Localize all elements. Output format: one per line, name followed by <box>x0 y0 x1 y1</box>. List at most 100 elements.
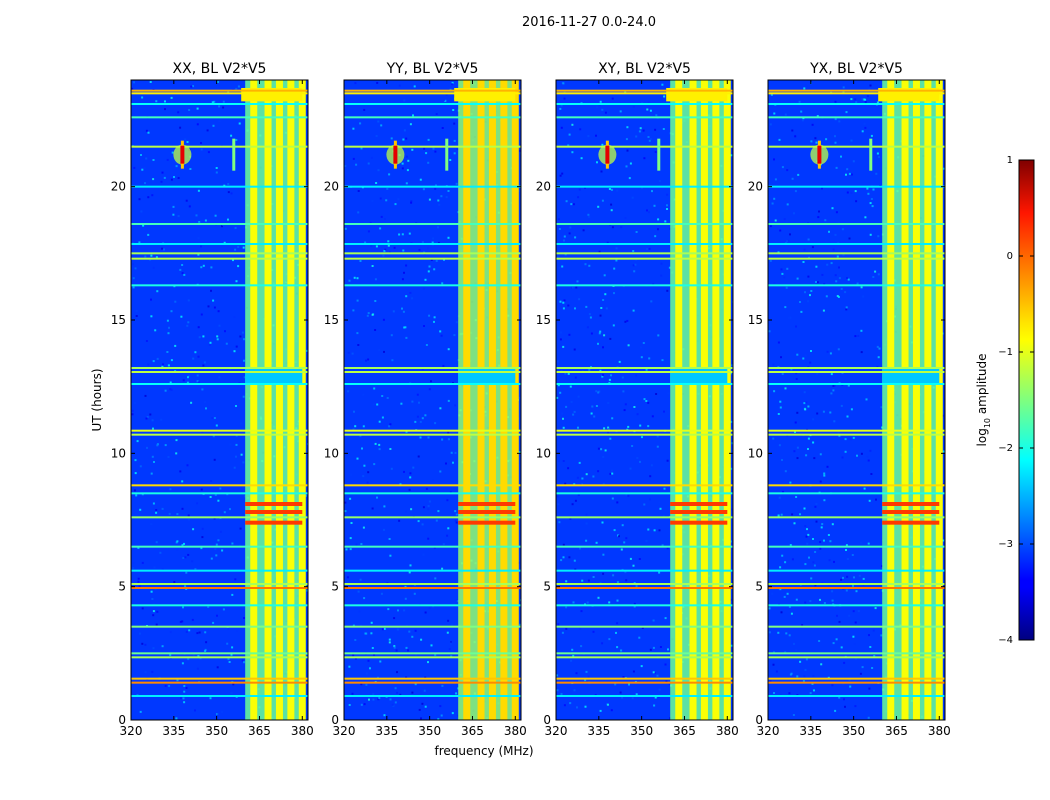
transient-core <box>605 145 610 164</box>
x-axis-label: frequency (MHz) <box>434 744 533 758</box>
broadband-line <box>768 516 945 519</box>
noise-pixel <box>376 496 378 499</box>
noise-pixel <box>434 577 437 580</box>
noise-pixel <box>351 352 354 355</box>
noise-pixel <box>391 703 394 706</box>
noise-pixel <box>779 229 782 232</box>
noise-pixel <box>624 403 627 406</box>
noise-pixel <box>151 670 154 673</box>
noise-pixel <box>779 406 782 409</box>
noise-pixel <box>800 110 803 113</box>
broadband-line <box>768 145 945 148</box>
noise-pixel <box>845 306 848 309</box>
rfi-band-gap <box>670 368 728 384</box>
noise-pixel <box>588 313 591 316</box>
noise-pixel <box>663 410 665 413</box>
noise-pixel <box>215 543 218 546</box>
noise-pixel <box>880 634 883 637</box>
noise-pixel <box>597 470 600 473</box>
noise-pixel <box>359 260 362 262</box>
noise-pixel <box>167 456 170 458</box>
noise-pixel <box>187 376 189 379</box>
noise-pixel <box>874 270 877 273</box>
noise-pixel <box>230 692 233 694</box>
noise-pixel <box>591 330 594 333</box>
noise-pixel <box>607 426 610 429</box>
noise-pixel <box>196 123 199 126</box>
noise-pixel <box>218 105 221 108</box>
noise-pixel <box>561 412 564 415</box>
noise-pixel <box>388 173 391 176</box>
noise-pixel <box>161 568 164 571</box>
broadband-line <box>556 433 733 436</box>
broadband-line <box>344 145 521 148</box>
noise-pixel <box>190 85 193 88</box>
broadband-line <box>344 92 521 95</box>
noise-pixel <box>169 488 172 491</box>
noise-pixel <box>786 267 789 270</box>
noise-pixel <box>170 359 173 362</box>
noise-pixel <box>812 675 815 677</box>
noise-pixel <box>369 667 371 670</box>
noise-pixel <box>627 494 630 497</box>
noise-pixel <box>768 330 771 333</box>
noise-pixel <box>211 101 214 104</box>
noise-pixel <box>852 635 855 638</box>
noise-pixel <box>602 299 605 301</box>
broadband-line <box>768 185 945 188</box>
noise-pixel <box>603 427 606 430</box>
x-tick-label: 380 <box>504 724 527 738</box>
noise-pixel <box>568 556 571 559</box>
noise-pixel <box>131 413 134 416</box>
noise-pixel <box>218 324 221 327</box>
noise-pixel <box>578 298 581 301</box>
noise-pixel <box>176 513 179 516</box>
noise-pixel <box>204 650 207 652</box>
noise-pixel <box>586 601 589 604</box>
panel-frame <box>130 79 309 721</box>
noise-pixel <box>196 667 199 670</box>
broadband-line <box>344 625 521 628</box>
noise-pixel <box>242 395 245 398</box>
broadband-line <box>131 625 308 628</box>
noise-pixel <box>835 211 838 214</box>
noise-pixel <box>137 580 140 583</box>
noise-pixel <box>809 692 812 695</box>
noise-pixel <box>403 99 406 102</box>
noise-pixel <box>353 410 355 413</box>
noise-pixel <box>563 704 566 707</box>
broadband-line <box>768 89 945 92</box>
noise-pixel <box>150 254 153 257</box>
noise-pixel <box>410 201 413 204</box>
x-tick-label: 320 <box>120 724 143 738</box>
broadband-line <box>344 223 521 225</box>
noise-pixel <box>441 282 444 285</box>
broadband-line <box>768 433 945 436</box>
noise-pixel <box>557 503 560 506</box>
noise-pixel <box>423 147 426 150</box>
noise-pixel <box>581 579 584 582</box>
y-tick-label: 5 <box>755 580 763 594</box>
noise-pixel <box>434 422 437 425</box>
noise-pixel <box>379 197 382 200</box>
noise-pixel <box>585 522 588 525</box>
noise-pixel <box>138 373 141 376</box>
noise-pixel <box>145 157 148 160</box>
noise-pixel <box>131 87 134 90</box>
noise-pixel <box>167 332 170 335</box>
noise-pixel <box>866 95 869 98</box>
noise-pixel <box>138 585 141 588</box>
noise-pixel <box>585 305 588 308</box>
noise-pixel <box>585 539 588 542</box>
noise-pixel <box>186 324 189 327</box>
noise-pixel <box>628 683 630 686</box>
broadband-line <box>556 652 733 655</box>
panel-title: YY, BL V2*V5 <box>386 61 479 77</box>
noise-pixel <box>791 513 794 516</box>
noise-pixel <box>564 372 567 375</box>
noise-pixel <box>233 350 236 353</box>
noise-pixel <box>363 597 366 600</box>
